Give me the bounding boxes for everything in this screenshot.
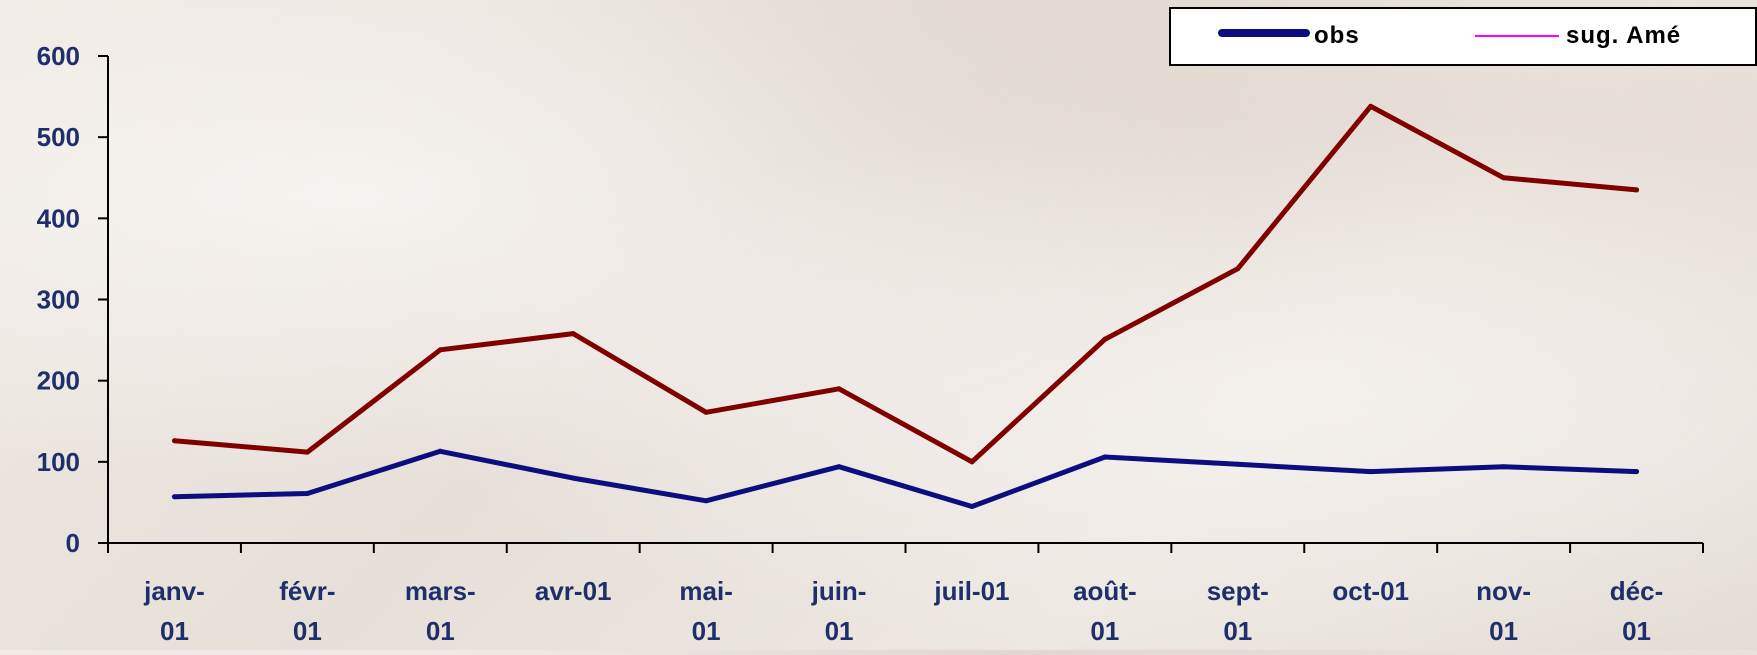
x-tick-label: sept-01 [1207,576,1269,646]
data-point [1235,266,1241,272]
data-point [171,438,177,444]
y-tick-label: 300 [37,285,80,315]
x-tick-label: juin-01 [811,576,867,646]
y-tick-label: 500 [37,122,80,152]
y-tick-label: 0 [66,528,80,558]
data-point [703,409,709,415]
x-tick-label: févr-01 [279,576,335,646]
y-tick-labels: 0 100 200 300 400 500 600 [37,41,80,558]
y-tick-label: 600 [37,41,80,71]
data-point [570,475,576,481]
x-tick-labels: janv-01 févr-01 mars-01 avr-01 mai-01 juin-01… [143,576,1663,646]
legend-label-sug-ame: sug. Amé [1566,22,1681,49]
data-point [969,503,975,509]
data-point [969,459,975,465]
data-point [703,498,709,504]
data-point [1501,464,1507,470]
data-point [1235,461,1241,467]
y-tick-label: 200 [37,366,80,396]
data-point [836,464,842,470]
data-point [437,347,443,353]
series-line-2 [172,103,1639,465]
legend: obs sug. Amé [1169,7,1757,66]
y-tick-label: 100 [37,447,80,477]
data-point [1102,454,1108,460]
data-point [1368,469,1374,475]
data-point [1634,187,1640,193]
x-tick-label: mars-01 [405,576,476,646]
y-tick-label: 400 [37,203,80,233]
x-tick-label: mai-01 [679,576,732,646]
data-point [1368,103,1374,109]
legend-label-obs: obs [1314,22,1360,49]
x-tick-label: avr-01 [535,576,612,606]
x-tick-label: juil-01 [933,576,1009,606]
x-tick-label: oct-01 [1332,576,1409,606]
data-point [437,448,443,454]
data-point [1634,469,1640,475]
data-point [171,494,177,500]
x-tick-label: déc-01 [1610,576,1663,646]
series-lines [171,103,1640,509]
data-point [304,449,310,455]
x-tick-label: nov-01 [1476,576,1531,646]
series-line-1 [172,448,1639,509]
data-point [836,386,842,392]
data-point [570,331,576,337]
data-point [304,490,310,496]
axes [98,55,1704,553]
data-point [1501,175,1507,181]
x-tick-label: août-01 [1073,576,1137,646]
data-point [1102,336,1108,342]
x-tick-label: janv-01 [143,576,205,646]
